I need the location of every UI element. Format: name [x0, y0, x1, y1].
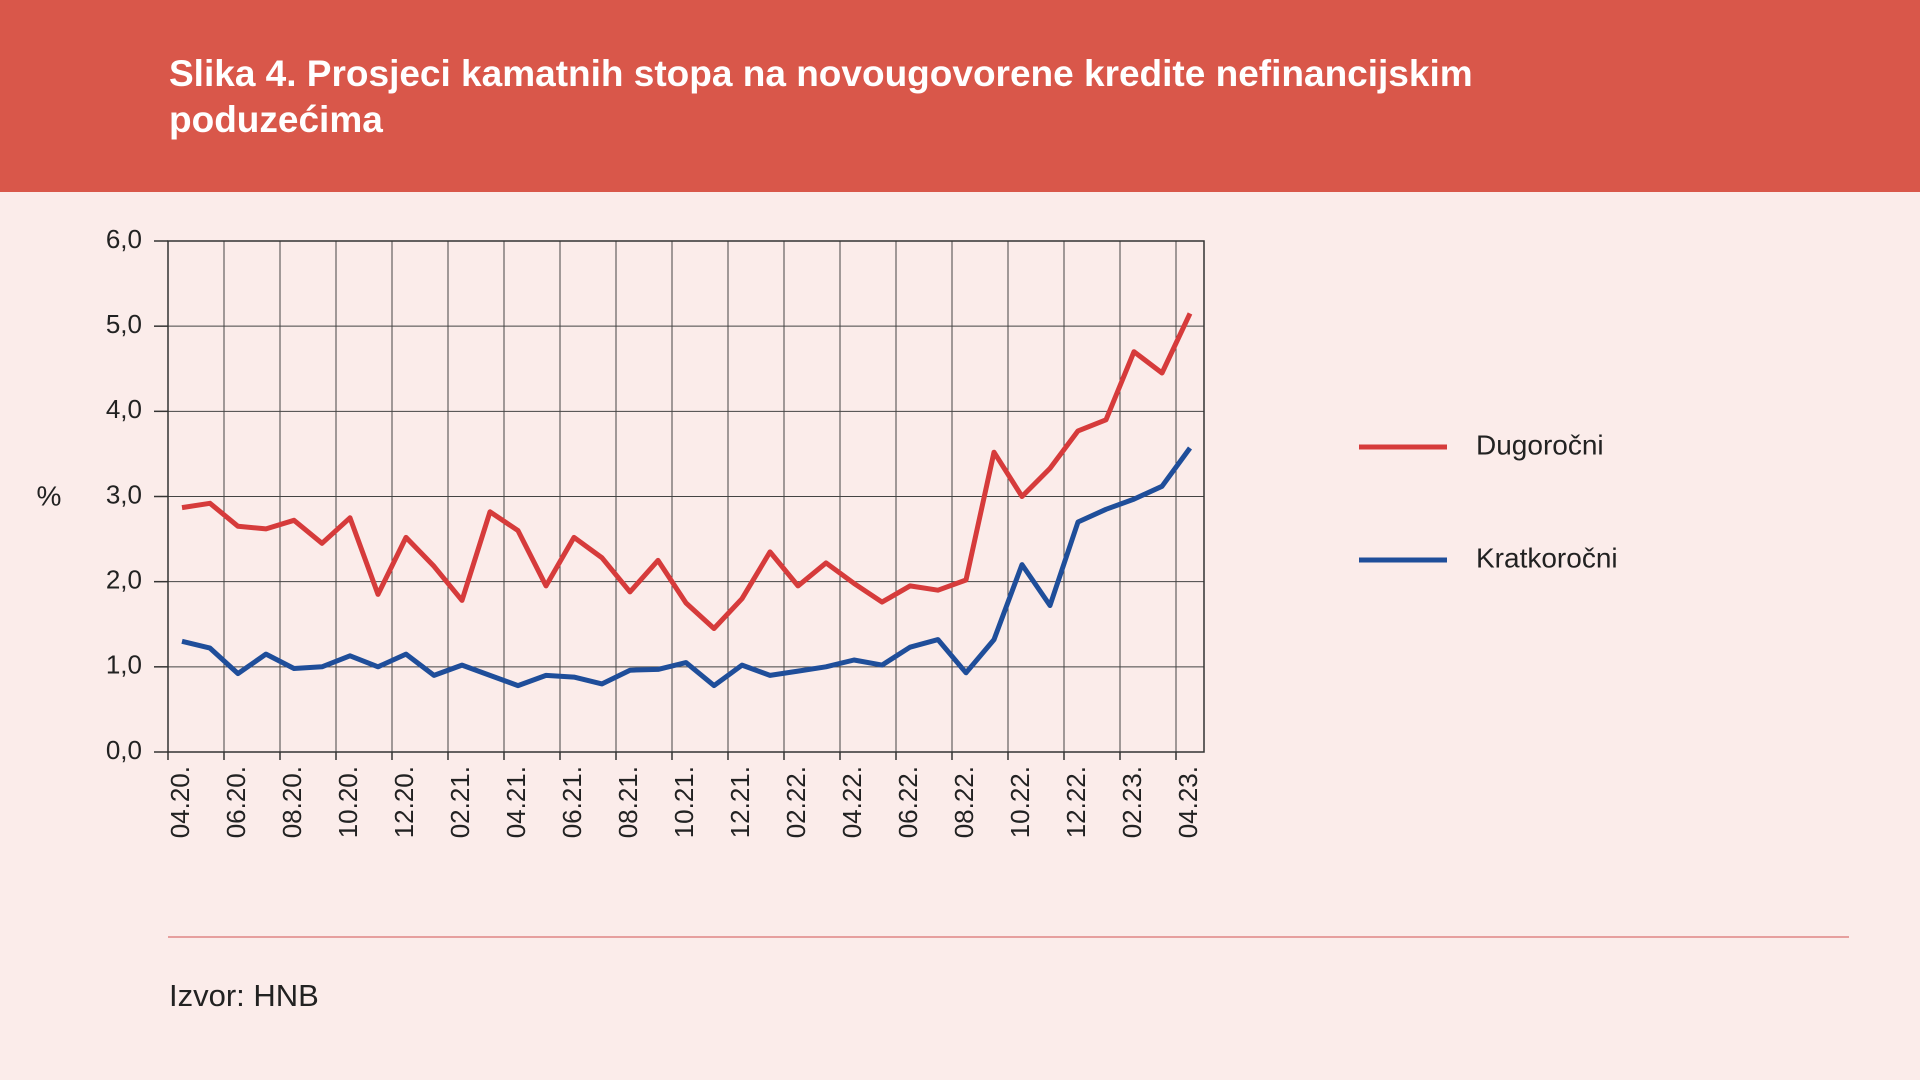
x-tick-label: 04.23. — [1173, 766, 1203, 838]
plot-border — [167, 240, 1205, 753]
x-tick-label: 04.20. — [165, 766, 195, 838]
x-tick-label: 10.21. — [669, 766, 699, 838]
x-tick-label: 06.20. — [221, 766, 251, 838]
legend-label: Kratkoročni — [1476, 542, 1618, 573]
x-tick-label: 06.21. — [557, 766, 587, 838]
x-tick-label: 04.22. — [837, 766, 867, 838]
y-tick-label: 5,0 — [106, 309, 142, 339]
y-tick-label: 1,0 — [106, 650, 142, 680]
x-tick-label: 12.20. — [389, 766, 419, 838]
y-tick-label: 4,0 — [106, 394, 142, 424]
x-tick-label: 06.22. — [893, 766, 923, 838]
x-tick-label: 08.22. — [949, 766, 979, 838]
source: Izvor: HNB — [169, 978, 319, 1013]
x-tick-label: 08.21. — [613, 766, 643, 838]
x-tick-label: 02.21. — [445, 766, 475, 838]
series-line — [181, 446, 1193, 689]
x-tick-label: 10.20. — [333, 766, 363, 838]
x-tick-label: 08.20. — [277, 766, 307, 838]
y-tick-label: 0,0 — [106, 735, 142, 765]
x-tick-label: 10.22. — [1005, 766, 1035, 838]
x-tick-label: 12.22. — [1061, 766, 1091, 838]
x-tick-label: 02.22. — [781, 766, 811, 838]
x-tick-label: 12.21. — [725, 766, 755, 838]
title-line: poduzećima — [169, 99, 383, 140]
y-tick-label: 3,0 — [106, 479, 142, 509]
legend-label: Dugoročni — [1476, 429, 1604, 460]
series-line — [181, 312, 1193, 631]
y-tick-label: 2,0 — [106, 565, 142, 595]
y-tick-label: 6,0 — [106, 224, 142, 254]
y-axis-label: % — [37, 480, 62, 511]
x-tick-label: 02.23. — [1117, 766, 1147, 838]
x-tick-label: 04.21. — [501, 766, 531, 838]
title-line: Slika 4. Prosjeci kamatnih stopa na novo… — [169, 53, 1473, 94]
chart-title: Slika 4. Prosjeci kamatnih stopa na novo… — [169, 53, 1473, 140]
header-band — [0, 0, 1920, 192]
